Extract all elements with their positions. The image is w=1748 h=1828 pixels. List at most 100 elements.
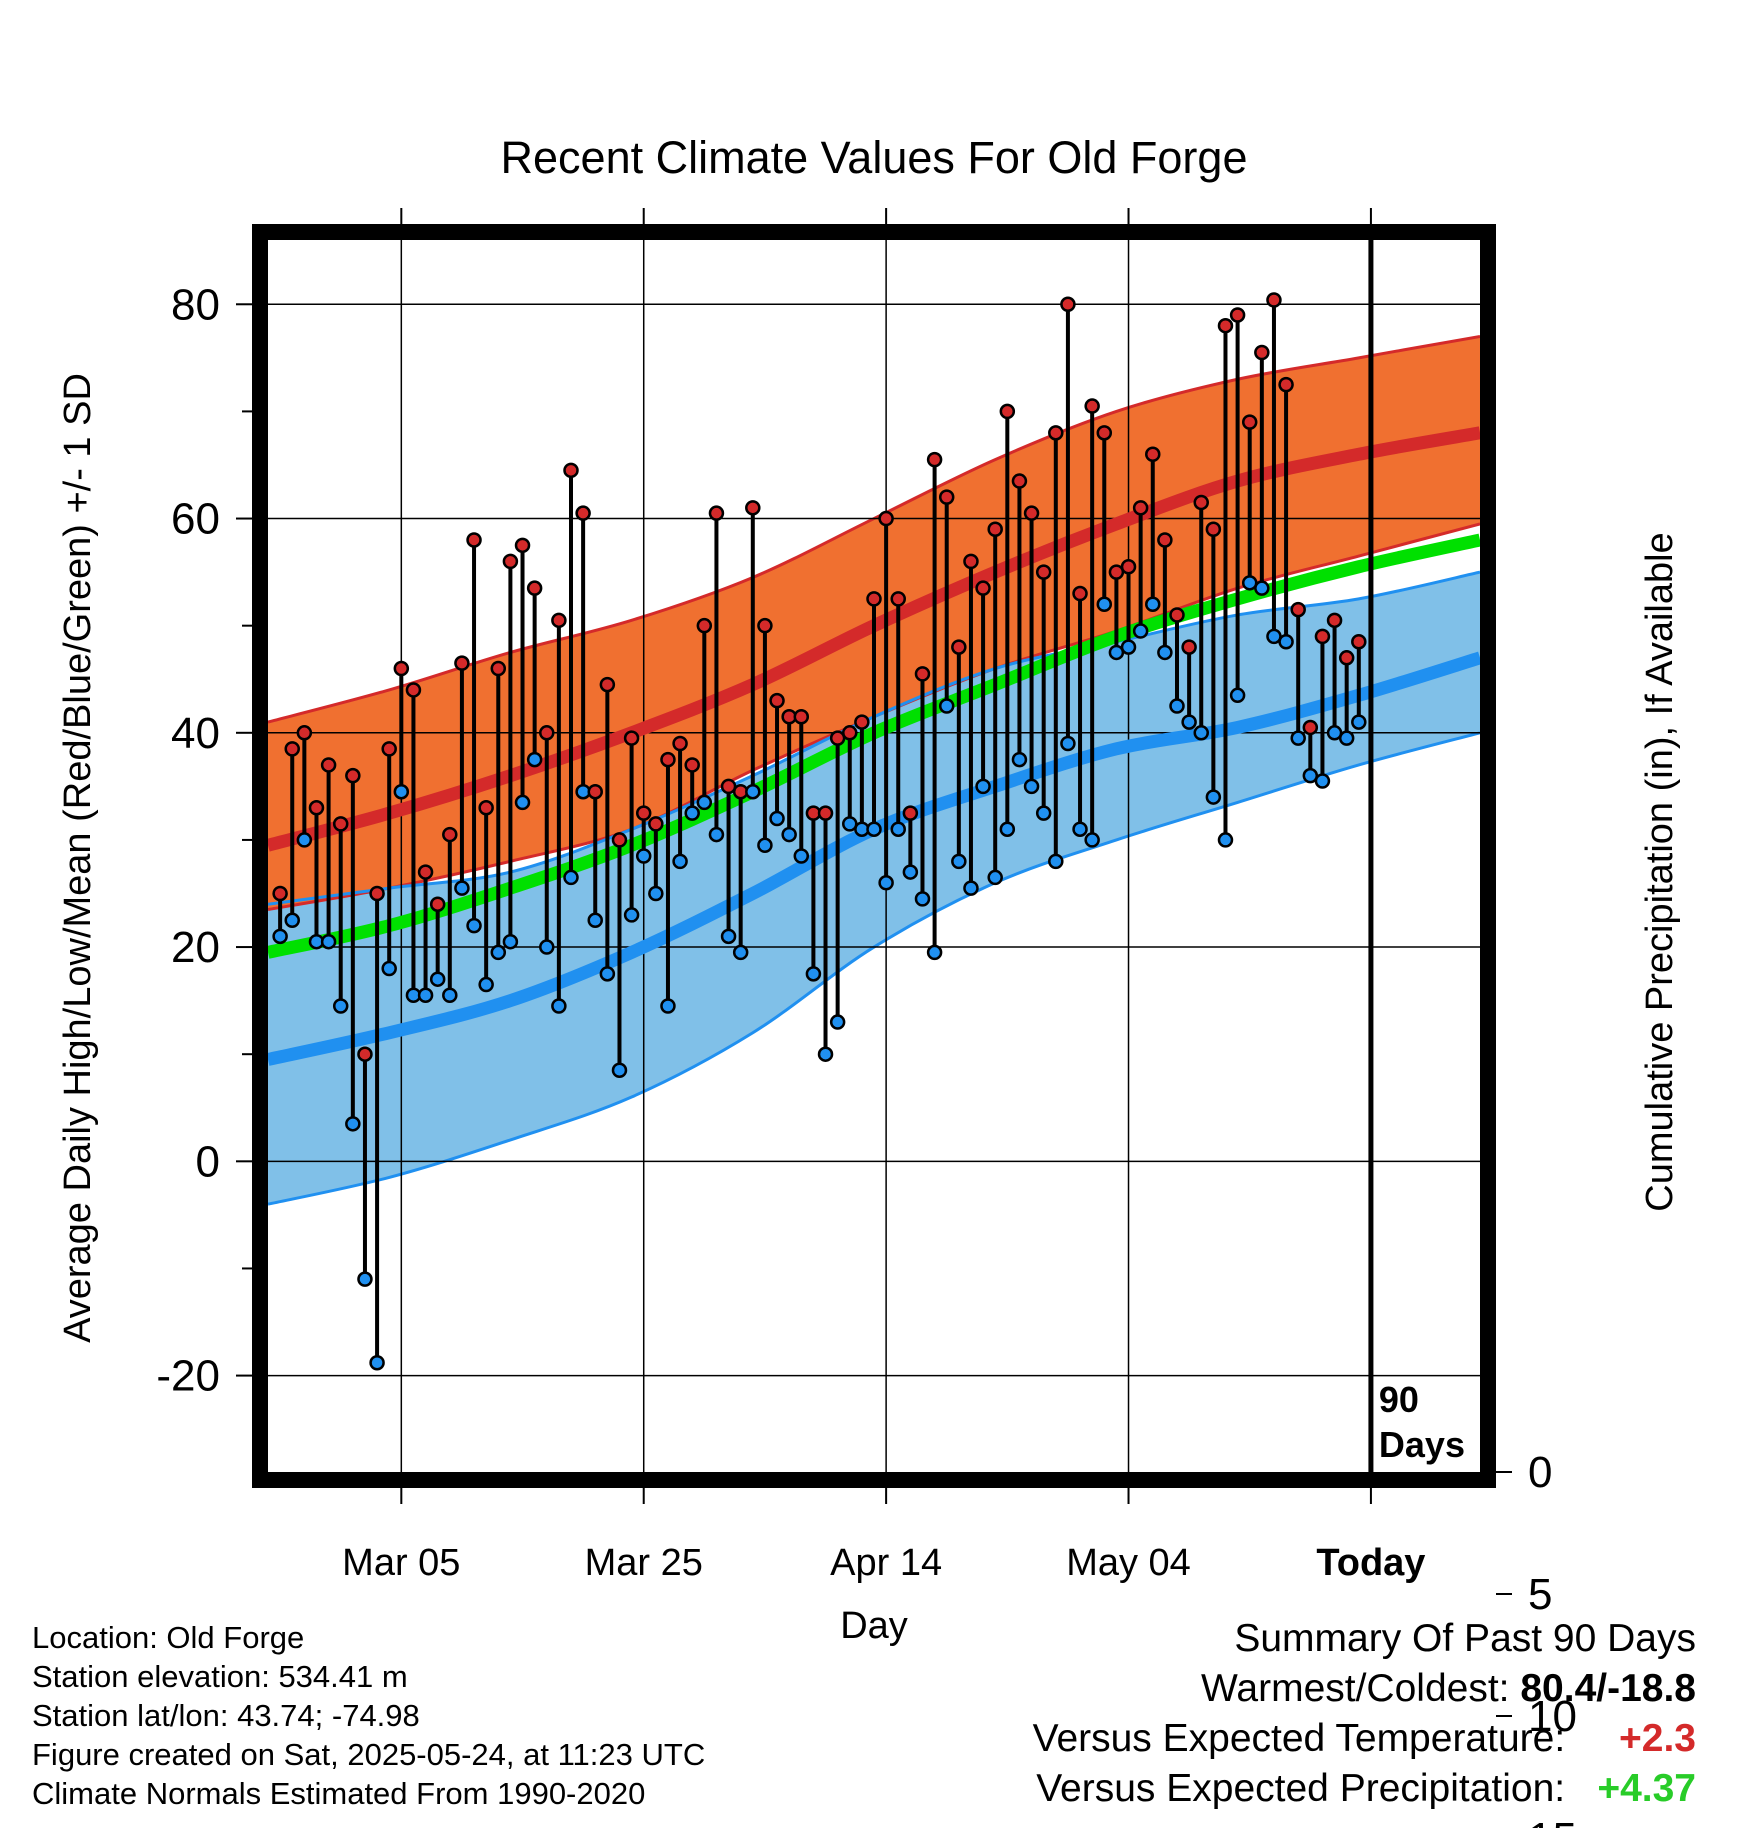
low-point — [563, 869, 579, 886]
low-point — [587, 912, 603, 929]
low-point — [975, 778, 991, 795]
y2-axis-label: Cumulative Precipitation (in), If Availa… — [1639, 532, 1681, 1211]
low-point — [1011, 751, 1028, 768]
y-axis-label: Average Daily High/Low/Mean (Red/Blue/Gr… — [57, 373, 99, 1343]
low-point — [720, 928, 737, 945]
low-point — [926, 944, 943, 961]
low-point — [454, 880, 470, 896]
chart-title: Recent Climate Values For Old Forge — [501, 132, 1248, 183]
low-point — [1205, 789, 1222, 805]
y-tick-label: -20 — [156, 1352, 220, 1401]
high-point — [660, 751, 676, 768]
high-point — [1169, 607, 1185, 623]
high-point — [1096, 425, 1113, 441]
high-point — [1145, 446, 1161, 463]
high-point — [381, 741, 397, 757]
low-point — [757, 837, 773, 854]
precip-anomaly-value: +4.37 — [1597, 1767, 1696, 1810]
y2-axis: 0 5 10 15 — [1496, 1448, 1577, 1828]
low-point — [1072, 821, 1088, 837]
high-point — [526, 580, 543, 596]
low-point — [369, 1354, 385, 1371]
low-point — [1338, 730, 1355, 746]
precip-anomaly-row: Versus Expected Precipitation: +4.37 — [1033, 1764, 1696, 1814]
low-point — [696, 794, 713, 811]
low-point — [987, 869, 1003, 886]
low-point — [514, 794, 531, 811]
station-info: Location: Old Forge Station elevation: 5… — [32, 1618, 705, 1813]
high-point — [405, 682, 422, 698]
high-point — [1338, 650, 1355, 666]
low-point — [1145, 596, 1161, 612]
y2-tick-label: 5 — [1528, 1570, 1552, 1619]
high-point — [684, 757, 700, 773]
high-point — [1084, 398, 1100, 414]
high-point — [1229, 307, 1246, 323]
high-point — [635, 805, 652, 821]
low-point — [320, 933, 337, 950]
warmest-coldest-row: Warmest/Coldest: 80.4/-18.8 — [1033, 1664, 1696, 1714]
x-axis-label: Day — [840, 1605, 908, 1647]
precip-anomaly-label: Versus Expected Precipitation: — [1036, 1767, 1566, 1810]
high-point — [514, 537, 531, 554]
latlon-text: Station lat/lon: 43.74; -74.98 — [32, 1698, 420, 1733]
low-point — [1193, 725, 1209, 741]
low-point — [1254, 580, 1270, 596]
y-tick-label: 40 — [171, 709, 220, 758]
low-point — [1132, 623, 1149, 639]
high-point — [332, 816, 349, 832]
high-point — [539, 725, 555, 741]
low-point — [684, 805, 700, 821]
high-point — [442, 826, 458, 843]
high-point — [1217, 317, 1234, 334]
x-axis: Mar 05 Mar 25 Apr 14 May 04 Today — [342, 208, 1425, 1584]
low-point — [1048, 853, 1064, 870]
high-point — [708, 505, 725, 521]
high-point — [866, 591, 882, 607]
low-point — [732, 944, 749, 961]
low-point — [829, 1014, 846, 1030]
high-point — [1351, 633, 1367, 650]
high-point — [817, 805, 834, 821]
high-point — [320, 757, 337, 773]
high-point — [1266, 292, 1282, 308]
high-point — [1254, 344, 1270, 361]
high-point — [951, 639, 967, 655]
temp-anomaly-label: Versus Expected Temperature: — [1032, 1717, 1566, 1760]
low-point — [866, 821, 882, 837]
summary-heading: Summary Of Past 90 Days — [1234, 1617, 1696, 1660]
high-point — [1132, 500, 1149, 516]
y2-tick-label: 0 — [1528, 1448, 1552, 1497]
low-point — [332, 998, 349, 1014]
high-point — [769, 692, 785, 709]
high-point — [466, 532, 482, 548]
low-point — [769, 810, 785, 827]
high-point — [1108, 564, 1125, 580]
low-point — [1084, 832, 1100, 848]
low-point — [490, 944, 507, 961]
low-point — [951, 853, 967, 870]
y2-tick-label: 10 — [1528, 1692, 1577, 1741]
warmest-coldest-value: 80.4/-18.8 — [1520, 1667, 1696, 1710]
low-point — [466, 917, 482, 934]
high-point — [793, 708, 810, 725]
high-point — [1205, 521, 1222, 538]
elevation-text: Station elevation: 534.41 m — [32, 1659, 408, 1694]
y-tick-label: 60 — [171, 495, 220, 544]
high-point — [938, 489, 955, 505]
y-axis: -20 0 20 40 60 80 — [156, 280, 252, 1401]
low-point — [611, 1062, 628, 1079]
high-point — [308, 800, 325, 816]
low-point — [963, 880, 979, 896]
low-point — [817, 1046, 834, 1062]
low-point — [1120, 639, 1137, 655]
x-tick-label: May 04 — [1066, 1542, 1191, 1584]
low-point — [1326, 725, 1343, 741]
high-point — [672, 735, 688, 752]
high-point — [926, 451, 943, 468]
low-point — [648, 885, 664, 902]
high-point — [369, 885, 385, 902]
high-point — [490, 660, 507, 677]
high-point — [902, 805, 919, 821]
